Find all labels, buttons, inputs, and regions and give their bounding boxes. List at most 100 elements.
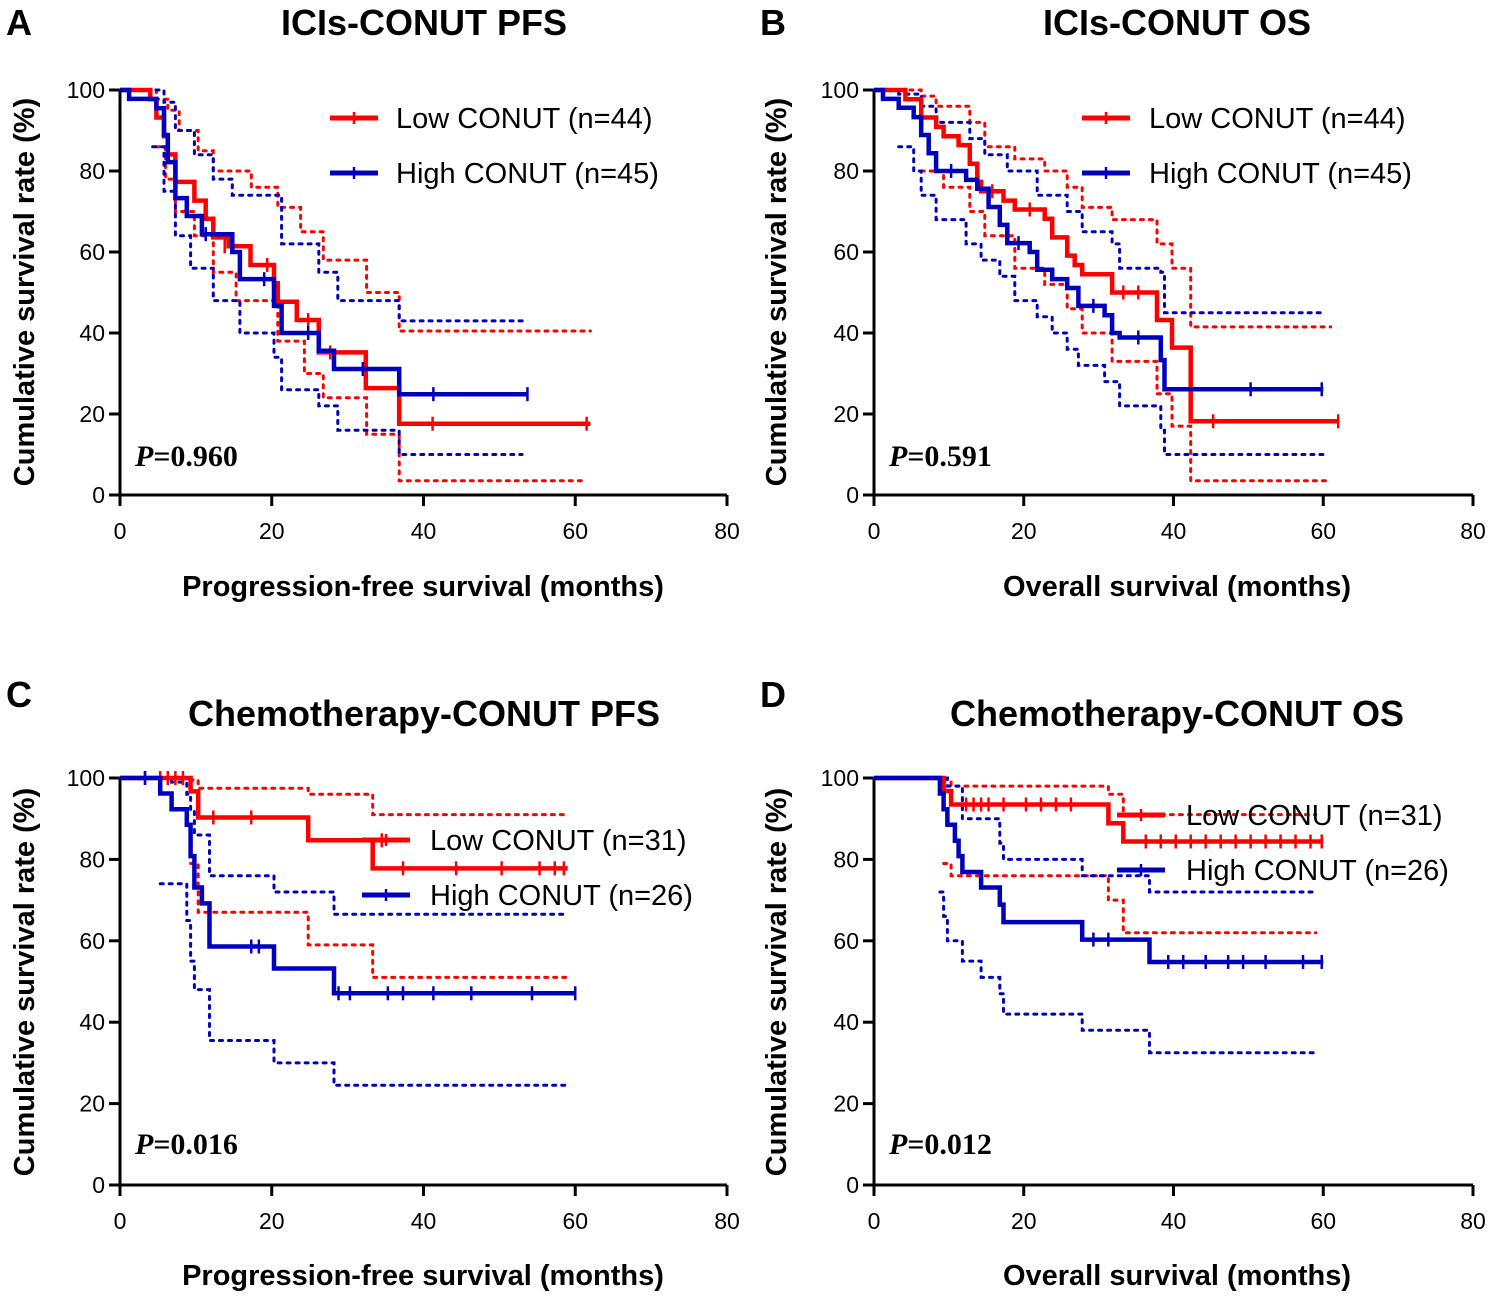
y-tick-label-c: 60	[79, 928, 105, 954]
p-letter-d: P	[888, 1128, 908, 1161]
y-tick-label-c: 80	[79, 846, 105, 872]
y-tick-label-c: 20	[79, 1091, 105, 1117]
panel-letter-c: C	[6, 674, 32, 715]
x-axis-label-a: Progression-free survival (months)	[182, 571, 664, 603]
p-value-d: P=0.012	[888, 1128, 992, 1161]
x-tick-label-c: 0	[114, 1208, 127, 1234]
km-curve-low-d	[874, 775, 1324, 844]
x-tick-label-a: 40	[411, 518, 437, 544]
ci-upper-high-d	[872, 776, 1318, 894]
panel-d: D Chemotherapy-CONUT OS Cumulative survi…	[760, 674, 1486, 1292]
axis-line-b	[872, 89, 1473, 497]
y-tick-label-a: 40	[79, 320, 105, 346]
x-tick-label-a: 0	[114, 518, 127, 544]
legend-label-high-c: High CONUT (n=26)	[430, 880, 693, 912]
panel-letter-b: B	[760, 2, 786, 43]
p-value-b: P=0.591	[888, 440, 992, 473]
x-axis-label-c: Progression-free survival (months)	[182, 1260, 664, 1292]
y-tick-label-d: 0	[846, 1172, 859, 1198]
y-tick-label-c: 100	[67, 765, 105, 791]
x-tick-label-b: 60	[1310, 518, 1336, 544]
panel-letter-d: D	[760, 674, 786, 715]
p-value-text-d: =0.012	[907, 1128, 992, 1161]
x-axis-label-d: Overall survival (months)	[1003, 1260, 1351, 1292]
axes-d: 0 20 40 60 80 100 0 20 40 60 80	[821, 765, 1486, 1234]
ci-upper-high-b	[872, 88, 1325, 315]
x-tick-label-c: 60	[562, 1208, 588, 1234]
y-tick-label-d: 40	[833, 1009, 859, 1035]
axes-c: 0 20 40 60 80 100 0 20 40 60 80	[67, 765, 740, 1234]
p-letter-b: P	[888, 440, 908, 473]
y-tick-label-a: 60	[79, 239, 105, 265]
p-value-c: P=0.016	[134, 1128, 238, 1161]
x-tick-label-c: 20	[259, 1208, 285, 1234]
ci-lower-low-d	[942, 862, 1318, 935]
axes-a: 0 20 40 60 80 100 0 20 40 60 80	[67, 77, 740, 544]
y-tick-label-c: 40	[79, 1009, 105, 1035]
panel-title-d: Chemotherapy-CONUT OS	[950, 693, 1404, 734]
p-letter-c: P	[134, 1128, 154, 1161]
plot-area-c	[118, 771, 577, 1087]
plot-area-b	[872, 87, 1340, 483]
y-tick-label-b: 20	[833, 401, 859, 427]
plot-area-d	[872, 775, 1324, 1055]
y-tick-label-b: 40	[833, 320, 859, 346]
y-tick-label-d: 80	[833, 846, 859, 872]
x-tick-label-c: 40	[411, 1208, 437, 1234]
km-curve-low-b	[874, 87, 1339, 424]
p-letter-a: P	[134, 440, 154, 473]
legend-label-low-a: Low CONUT (n=44)	[396, 103, 653, 135]
km-curve-high-c	[120, 775, 576, 996]
axes-b: 0 20 40 60 80 100 0 20 40 60 80	[821, 77, 1486, 544]
y-tick-label-b: 60	[833, 239, 859, 265]
y-tick-label-a: 100	[67, 77, 105, 103]
ci-lower-low-c	[189, 862, 570, 979]
p-value-text-c: =0.016	[153, 1128, 238, 1161]
ci-lower-high-a	[151, 145, 524, 456]
x-tick-label-b: 20	[1011, 518, 1037, 544]
x-tick-label-b: 80	[1460, 518, 1486, 544]
y-axis-label-d: Cumulative survival rate (%)	[761, 788, 793, 1176]
y-axis-label-a: Cumulative survival rate (%)	[9, 98, 41, 486]
legend-d: Low CONUT (n=31) High CONUT (n=26)	[1117, 800, 1449, 887]
y-tick-label-d: 20	[833, 1091, 859, 1117]
legend-a: Low CONUT (n=44) High CONUT (n=45)	[330, 103, 659, 190]
legend-label-low-d: Low CONUT (n=31)	[1186, 800, 1443, 832]
y-tick-label-d: 100	[821, 765, 859, 791]
panel-a: A ICIs-CONUT PFS Cumulative survival rat…	[6, 2, 740, 603]
legend-label-high-b: High CONUT (n=45)	[1149, 158, 1412, 190]
p-value-text-a: =0.960	[153, 440, 238, 473]
ci-upper-high-a	[118, 88, 524, 323]
plot-area-a	[118, 87, 592, 483]
y-tick-label-d: 60	[833, 928, 859, 954]
ci-lower-high-b	[897, 145, 1325, 456]
x-tick-label-d: 80	[1460, 1208, 1486, 1234]
x-tick-label-a: 60	[562, 518, 588, 544]
legend-c: Low CONUT (n=31) High CONUT (n=26)	[362, 825, 693, 912]
ci-lower-high-d	[938, 890, 1318, 1055]
panel-title-b: ICIs-CONUT OS	[1043, 2, 1311, 43]
km-curve-high-b	[874, 87, 1324, 392]
y-tick-label-a: 20	[79, 401, 105, 427]
y-tick-label-a: 0	[92, 482, 105, 508]
y-tick-label-c: 0	[92, 1172, 105, 1198]
x-tick-label-a: 80	[714, 518, 740, 544]
x-tick-label-d: 0	[868, 1208, 881, 1234]
legend-label-high-d: High CONUT (n=26)	[1186, 855, 1449, 887]
panel-c: C Chemotherapy-CONUT PFS Cumulative surv…	[6, 674, 740, 1292]
ci-upper-low-b	[872, 88, 1333, 329]
legend-label-low-b: Low CONUT (n=44)	[1149, 103, 1406, 135]
panel-title-c: Chemotherapy-CONUT PFS	[188, 693, 660, 734]
km-curve-high-a	[120, 87, 528, 397]
legend-b: Low CONUT (n=44) High CONUT (n=45)	[1082, 103, 1412, 190]
x-axis-label-b: Overall survival (months)	[1003, 571, 1351, 603]
p-value-text-b: =0.591	[907, 440, 992, 473]
y-tick-label-a: 80	[79, 158, 105, 184]
axis-line-d	[872, 777, 1473, 1187]
x-tick-label-b: 0	[868, 518, 881, 544]
x-tick-label-d: 40	[1161, 1208, 1187, 1234]
y-axis-label-b: Cumulative survival rate (%)	[761, 98, 793, 486]
legend-label-low-c: Low CONUT (n=31)	[430, 825, 687, 857]
ci-lower-low-b	[919, 169, 1333, 483]
